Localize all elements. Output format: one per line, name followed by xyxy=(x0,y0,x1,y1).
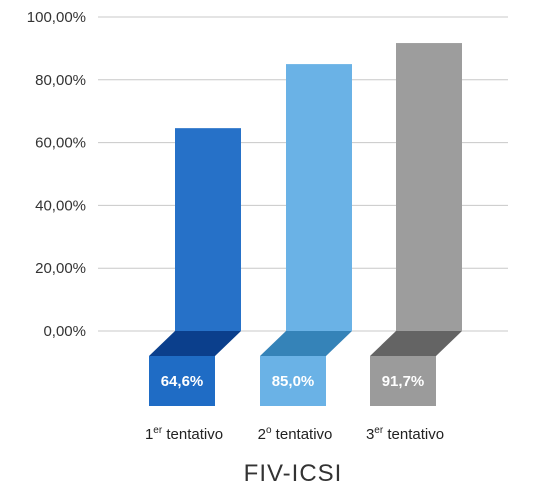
data-label: 91,7% xyxy=(382,373,425,390)
bar-fold xyxy=(260,331,352,356)
y-tick-label: 40,00% xyxy=(35,197,86,214)
x-tick-label: 3er tentativo xyxy=(366,425,444,443)
x-axis-title: FIV-ICSI xyxy=(244,460,343,487)
bar-base xyxy=(149,356,215,406)
y-tick-label: 80,00% xyxy=(35,72,86,89)
bar-base xyxy=(370,356,436,406)
bar xyxy=(286,64,352,331)
x-tick-label: 1er tentativo xyxy=(145,425,223,443)
bar-bases: 64,6% 85,0% 91,7% xyxy=(149,331,462,406)
y-tick-label: 100,00% xyxy=(27,9,86,26)
data-label: 85,0% xyxy=(272,373,315,390)
bar xyxy=(175,128,241,331)
y-axis-ticks: 0,00% 20,00% 40,00% 60,00% 80,00% 100,00% xyxy=(27,9,86,340)
y-tick-label: 20,00% xyxy=(35,260,86,277)
x-axis-labels: 1er tentativo 2o tentativo 3er tentativo xyxy=(145,425,444,443)
bar xyxy=(396,43,462,331)
bars xyxy=(175,43,462,331)
x-tick-label: 2o tentativo xyxy=(258,425,333,443)
y-tick-label: 60,00% xyxy=(35,135,86,152)
bar-fold xyxy=(370,331,462,356)
y-tick-label: 0,00% xyxy=(43,323,86,340)
bar-fold xyxy=(149,331,241,356)
data-label: 64,6% xyxy=(161,373,204,390)
bar-base xyxy=(260,356,326,406)
